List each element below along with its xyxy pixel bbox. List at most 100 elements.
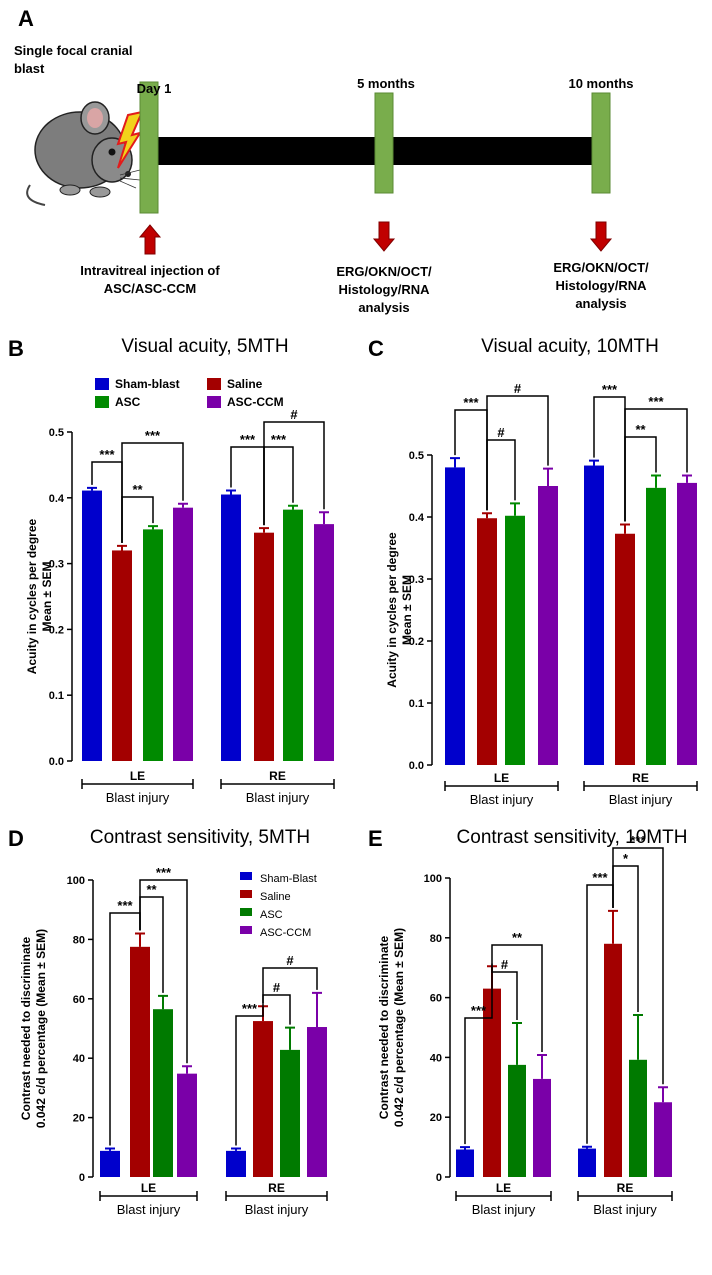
group-bracket [577,1191,673,1201]
bar [221,494,241,761]
y-axis-label: Acuity in cycles per degree [385,532,399,688]
legend-swatch [240,890,252,898]
error-bar [651,474,661,488]
y-tick-label: 40 [430,1052,442,1064]
y-axis-label: Mean ± SEM [400,575,414,645]
group-bracket [225,1191,328,1201]
legend-swatch [95,378,109,390]
x-tick-label: RE [617,1181,634,1195]
bar [538,486,558,765]
y-axis-label: Acuity in cycles per degree [25,518,39,674]
bar [483,988,501,1177]
y-tick-label: 20 [73,1113,85,1125]
error-bar [543,467,553,486]
chart-title: Visual acuity, 10MTH [481,336,659,357]
significance-label: # [514,381,522,396]
bar [307,1027,327,1177]
significance-bracket [612,847,664,1085]
y-tick-label: 40 [73,1053,85,1065]
timepoint-label: 10 months [568,76,633,91]
group-bracket [455,1191,552,1201]
panel-label: D [8,826,24,851]
x-axis-label: Blast injury [470,792,534,807]
bar [253,1021,273,1177]
arrow-up [138,224,162,255]
significance-bracket [464,963,493,1145]
legend-label: Saline [260,891,291,903]
bar [445,467,465,765]
bar [130,946,150,1177]
significance-label: *** [602,382,618,397]
timepoint-marker [591,92,611,194]
note: analysis [575,296,626,311]
significance-label: ** [512,930,523,945]
bar [508,1064,526,1177]
y-tick-label: 0 [79,1172,85,1184]
x-axis-label: Blast injury [246,790,310,805]
y-tick-label: 0.1 [49,690,64,702]
legend-label: Sham-blast [115,377,180,391]
x-tick-label: LE [130,769,145,783]
group-bracket [81,779,194,789]
bar [280,1049,300,1177]
y-tick-label: 100 [67,875,85,887]
bar [226,1150,246,1177]
panel-label: E [368,826,383,851]
legend-swatch [240,872,252,880]
significance-label: *** [156,865,172,880]
error-bar [117,544,127,551]
bar [100,1150,120,1177]
significance-label: ** [635,422,646,437]
x-axis-label: Blast injury [593,1202,657,1217]
chart-title: Contrast sensitivity, 10MTH [457,827,688,848]
arrow-down [372,221,396,252]
error-bar [231,1147,241,1151]
error-bar [319,511,329,525]
legend-swatch [207,396,221,408]
error-bar [510,502,520,516]
x-axis-label: Blast injury [609,792,673,807]
error-bar [682,474,692,483]
significance-bracket [235,1003,264,1146]
significance-label: *** [648,394,664,409]
significance-label: *** [145,428,161,443]
error-bar [135,932,145,947]
bar [82,490,102,761]
y-axis-label: 0.042 c/d percentage (Mean ± SEM) [392,928,406,1127]
y-tick-label: 80 [73,934,85,946]
significance-bracket [121,442,184,543]
y-tick-label: 60 [73,994,85,1006]
legend-label: ASC [260,909,283,921]
legend-label: Sham-Blast [260,873,317,885]
legend-swatch [95,396,109,408]
bar [629,1059,647,1177]
legend-swatch [207,378,221,390]
significance-bracket [486,395,549,511]
error-bar [589,459,599,466]
legend-label: ASC-CCM [260,927,311,939]
panel-label: A [18,6,34,31]
bar [654,1102,672,1177]
y-axis-label: 0.042 c/d percentage (Mean ± SEM) [34,929,48,1128]
y-axis-label: Mean ± SEM [40,562,54,632]
error-bar [620,523,630,534]
significance-bracket [486,439,516,511]
error-bar [226,489,236,495]
x-axis-label: Blast injury [106,790,170,805]
error-bar [288,504,298,510]
group-bracket [444,781,559,791]
y-tick-label: 60 [430,993,442,1005]
error-bar [178,502,188,508]
significance-label: *** [99,447,115,462]
panel-label: C [368,336,384,361]
bar [578,1148,596,1177]
timepoint-label: 5 months [357,76,415,91]
error-bar [582,1145,592,1149]
bar [604,943,622,1177]
significance-bracket [139,879,188,1064]
x-axis-label: Blast injury [472,1202,536,1217]
chart-title: Contrast sensitivity, 5MTH [90,827,310,848]
significance-label: *** [240,432,256,447]
x-axis-label: Blast injury [245,1202,309,1217]
error-bar [450,457,460,468]
